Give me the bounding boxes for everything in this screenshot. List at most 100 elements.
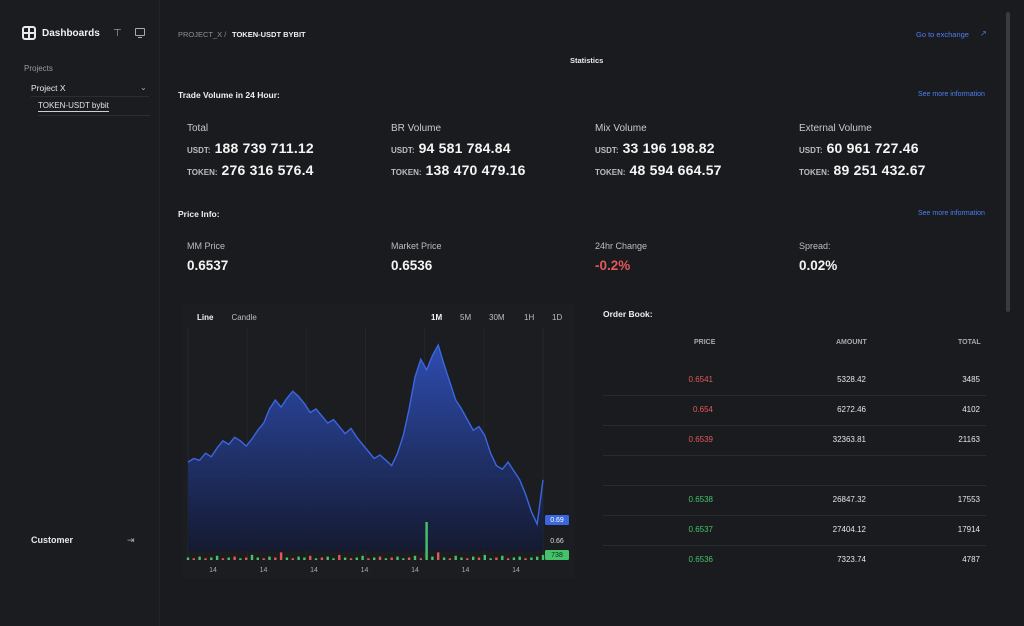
- volume-bar: [437, 552, 440, 560]
- x-tick-label: 14: [361, 567, 369, 574]
- volume-bar: [448, 558, 452, 560]
- bid-total: 17553: [957, 495, 980, 504]
- external-link-icon[interactable]: ↗: [980, 29, 987, 38]
- volume-bar: [361, 555, 364, 560]
- price-mark: 0.66: [550, 538, 564, 545]
- svg-text:0.69: 0.69: [550, 517, 564, 524]
- see-more-link[interactable]: See more information: [918, 91, 985, 98]
- bid-amount: 26847.32: [832, 495, 866, 504]
- volume-bar: [198, 556, 201, 560]
- volume-card-external: External Volume USDT: 60 961 727.46 TOKEN…: [799, 123, 999, 178]
- volume-bar: [524, 558, 527, 560]
- monitor-icon[interactable]: [135, 28, 145, 38]
- bid-row[interactable]: 0.6536 7323.74 4787: [603, 546, 986, 576]
- volume-bar: [396, 556, 399, 560]
- volume-bar: [279, 552, 283, 560]
- price-value: 0.6537: [187, 258, 229, 273]
- x-tick-label: 14: [411, 567, 419, 574]
- tab-candle[interactable]: Candle: [231, 313, 257, 322]
- x-tick-label: 14: [462, 567, 470, 574]
- spread-row: [603, 456, 986, 486]
- volume-bar: [378, 556, 382, 560]
- price-label: Market Price: [391, 241, 442, 251]
- currency-label: USDT:: [391, 146, 415, 155]
- currency-label: USDT:: [595, 146, 619, 155]
- brand-title: Dashboards: [42, 27, 100, 39]
- volume-bar: [291, 558, 294, 560]
- divider: [38, 115, 150, 116]
- volume-bar: [425, 522, 428, 560]
- svg-text:0.66: 0.66: [550, 538, 564, 545]
- price-value: 0.02%: [799, 258, 838, 273]
- price-24h-change: 24hr Change -0.2%: [595, 241, 647, 273]
- bid-price: 0.6537: [688, 525, 713, 534]
- ask-row[interactable]: 0.6539 32363.81 21163: [603, 426, 986, 456]
- volume-bar: [343, 557, 347, 560]
- volume-tag: 738: [545, 550, 569, 560]
- tab-line[interactable]: Line: [197, 313, 214, 322]
- see-more-link[interactable]: See more information: [918, 210, 985, 217]
- token-value: 48 594 664.57: [629, 162, 722, 178]
- timeframe-30m[interactable]: 30M: [489, 313, 505, 322]
- volume-bar: [326, 556, 329, 560]
- svg-text:738: 738: [551, 552, 563, 559]
- timeframe-1d[interactable]: 1D: [552, 313, 563, 322]
- usdt-value: 188 739 711.12: [214, 140, 314, 156]
- volume-bar: [285, 557, 289, 560]
- volume-bar: [472, 556, 475, 560]
- order-book-title: Order Book:: [603, 309, 653, 319]
- brand[interactable]: Dashboards: [22, 26, 100, 40]
- timeframe-5m[interactable]: 5M: [460, 313, 472, 322]
- token-value: 89 251 432.67: [833, 162, 926, 178]
- volume-bar: [536, 556, 539, 560]
- sidebar-item-project-x[interactable]: Project X: [31, 83, 149, 97]
- logout-icon[interactable]: ⇥: [127, 535, 135, 545]
- timeframe-1m[interactable]: 1M: [431, 313, 443, 322]
- ask-row[interactable]: 0.654 6272.46 4102: [603, 396, 986, 426]
- sidebar-item-token-usdt[interactable]: TOKEN-USDT bybit: [38, 101, 109, 112]
- volume-bar: [297, 556, 300, 560]
- ask-total: 4102: [962, 405, 980, 414]
- price-market: Market Price 0.6536: [391, 241, 442, 273]
- currency-label: TOKEN:: [187, 168, 218, 177]
- volume-bar: [186, 557, 190, 560]
- volume-bar: [274, 557, 277, 560]
- ask-price: 0.654: [692, 405, 713, 414]
- volume-bar: [210, 557, 213, 560]
- ask-row[interactable]: 0.6541 5328.42 3485: [603, 366, 986, 396]
- usdt-value: 33 196 198.82: [622, 140, 715, 156]
- price-label: Spread:: [799, 241, 831, 251]
- bid-total: 17914: [957, 525, 980, 534]
- volume-bar: [483, 554, 486, 560]
- volume-card-total: Total USDT: 188 739 711.12 TOKEN: 276 316 …: [187, 123, 387, 178]
- pin-icon[interactable]: ⊤: [113, 28, 122, 39]
- token-value: 276 316 576.4: [221, 162, 314, 178]
- price-spread: Spread: 0.02%: [799, 241, 837, 273]
- token-value: 138 470 479.16: [425, 162, 526, 178]
- bid-row[interactable]: 0.6537 27404.12 17914: [603, 516, 986, 546]
- volume-bar: [349, 558, 353, 560]
- x-tick-label: 14: [310, 567, 318, 574]
- chevron-down-icon[interactable]: ⌄: [140, 83, 147, 92]
- volume-bar: [309, 555, 312, 560]
- volume-bar: [495, 557, 498, 560]
- price-chart[interactable]: 14 14 14 14 14 14 14 0.69 0.66 738: [183, 328, 575, 578]
- bid-price: 0.6536: [688, 555, 713, 564]
- volume-bar: [402, 558, 405, 560]
- volume-bar: [373, 557, 376, 560]
- volume-bar: [221, 558, 225, 560]
- volume-bar: [314, 558, 318, 560]
- volume-bar: [530, 557, 533, 560]
- volume-bar: [204, 558, 207, 560]
- bid-row[interactable]: 0.6538 26847.32 17553: [603, 486, 986, 516]
- volume-bar: [338, 554, 341, 560]
- currency-label: TOKEN:: [595, 168, 626, 177]
- go-to-exchange-link[interactable]: Go to exchange: [916, 30, 969, 39]
- volume-bar: [419, 558, 422, 560]
- volume-card-label: Total: [187, 123, 209, 134]
- breadcrumb-parent[interactable]: PROJECT_X /: [178, 30, 227, 39]
- timeframe-1h[interactable]: 1H: [524, 313, 535, 322]
- volume-bar: [501, 555, 504, 560]
- scrollbar[interactable]: [1006, 12, 1010, 312]
- currency-label: USDT:: [799, 146, 823, 155]
